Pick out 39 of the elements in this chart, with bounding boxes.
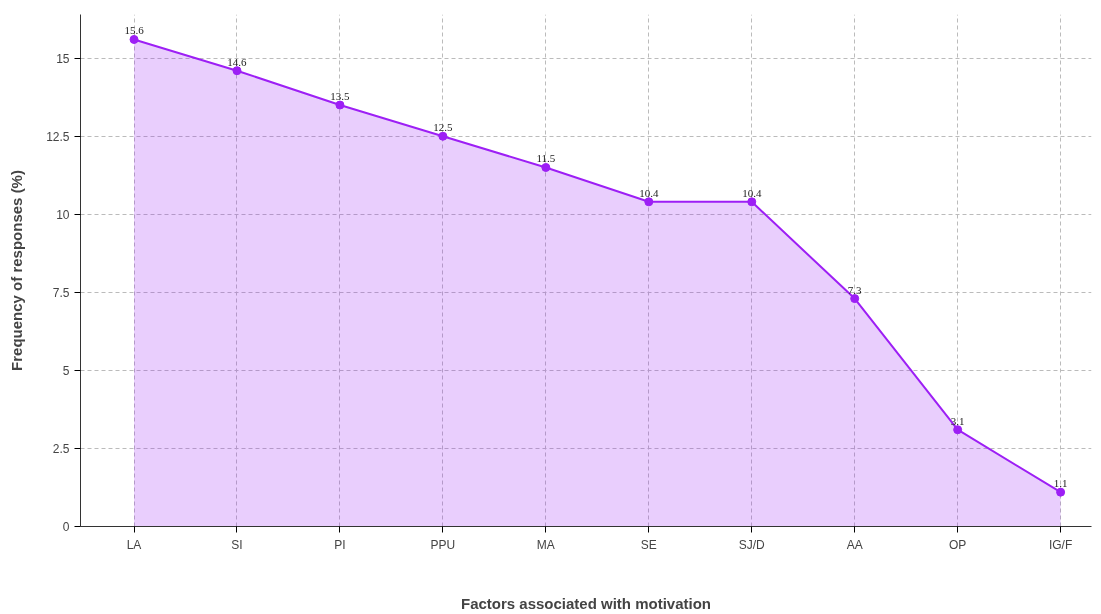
- y-tick-label: 0: [62, 520, 70, 534]
- point: [850, 294, 860, 304]
- data-label: 14.6: [227, 55, 248, 68]
- x-tick-label: SE: [640, 537, 657, 552]
- x-tick-label: MA: [536, 537, 555, 552]
- data-label: 11.5: [536, 152, 556, 165]
- data-label: 7.3: [847, 283, 863, 296]
- point: [953, 425, 963, 435]
- point: [747, 197, 757, 207]
- y-tick-label: 15: [56, 51, 70, 66]
- x-tick-label: PI: [334, 537, 346, 552]
- x-tick-label: SI: [231, 537, 243, 552]
- data-label: 1.1: [1053, 477, 1068, 490]
- data-label: 12.5: [433, 121, 454, 134]
- x-tick-label: SJ/D: [738, 537, 766, 552]
- point: [232, 66, 242, 76]
- point: [644, 197, 654, 207]
- x-axis-title: Factors associated with motivation: [460, 594, 712, 612]
- y-tick-label: 7.5: [52, 285, 70, 300]
- y-tick-label: 2.5: [52, 441, 70, 456]
- data-label: 15.6: [124, 24, 145, 37]
- point: [1056, 487, 1066, 497]
- x-tick-label: AA: [846, 537, 863, 552]
- point: [438, 131, 448, 141]
- x-tick-label: PPU: [430, 537, 456, 552]
- data-label: 10.4: [639, 186, 659, 199]
- y-tick-label: 10: [56, 207, 70, 222]
- data-label: 13.5: [330, 90, 351, 103]
- point: [129, 34, 139, 44]
- data-label: 10.4: [742, 186, 762, 199]
- y-tick-label: 12.5: [46, 129, 70, 144]
- data-label: 3.1: [950, 414, 965, 427]
- y-tick-label: 5: [62, 363, 70, 378]
- point: [541, 162, 551, 172]
- point: [335, 100, 345, 110]
- x-tick-label: OP: [948, 537, 967, 552]
- x-tick-label: LA: [126, 537, 142, 552]
- x-tick-label: IG/F: [1048, 537, 1073, 552]
- y-axis-title: Frequency of responses (%): [8, 170, 26, 371]
